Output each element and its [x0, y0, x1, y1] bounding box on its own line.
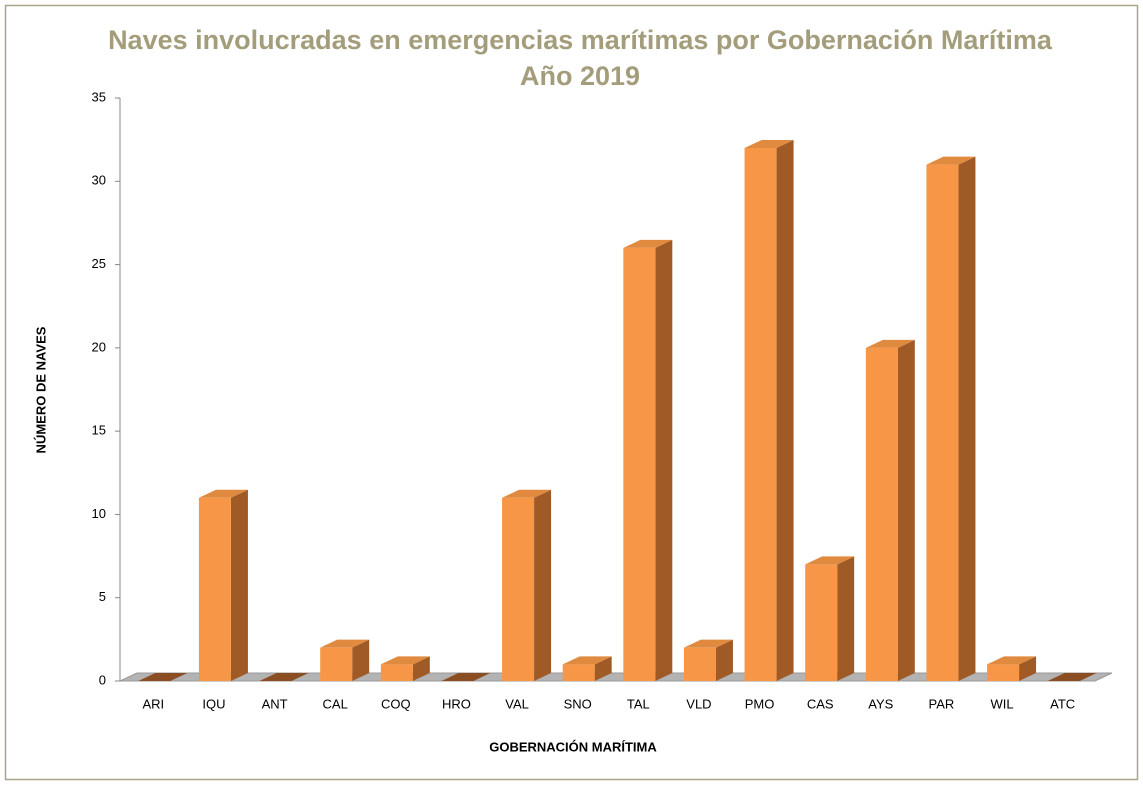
bar-top — [926, 156, 976, 165]
bar — [987, 656, 1037, 681]
bar — [865, 339, 915, 681]
bar — [562, 656, 612, 681]
y-tick-label: 10 — [92, 506, 106, 521]
bar-side — [837, 556, 855, 681]
bar-side — [776, 139, 794, 681]
bar — [502, 489, 552, 681]
bar — [805, 556, 855, 681]
x-tick-label: AYS — [868, 696, 893, 711]
bar-front — [683, 647, 716, 681]
x-tick-label: CAS — [807, 696, 834, 711]
bar-side — [352, 639, 370, 681]
x-tick-label: IQU — [202, 696, 225, 711]
bar-front — [502, 497, 535, 681]
y-tick-label: 30 — [92, 173, 106, 188]
bar — [926, 156, 976, 682]
bar-top — [502, 489, 552, 498]
bar — [1047, 673, 1097, 681]
x-tick-label: CAL — [323, 696, 348, 711]
bar-top — [562, 656, 612, 665]
bar — [441, 673, 491, 681]
y-tick-label: 35 — [92, 89, 106, 104]
bar-side — [230, 489, 248, 681]
x-tick-label: SNO — [564, 696, 592, 711]
bar — [744, 139, 794, 681]
x-tick-label: COQ — [381, 696, 411, 711]
bar — [138, 673, 188, 681]
bar-front — [198, 497, 231, 681]
bar-top — [138, 673, 188, 681]
x-axis-label: GOBERNACIÓN MARÍTIMA — [489, 739, 657, 754]
bar-top — [987, 656, 1037, 665]
x-tick-label: WIL — [991, 696, 1014, 711]
x-tick-label: TAL — [627, 696, 650, 711]
x-tick-label: VAL — [505, 696, 529, 711]
x-tick-label: ATC — [1050, 696, 1075, 711]
y-tick-label: 0 — [99, 672, 106, 687]
bar-front — [744, 147, 777, 681]
chart-subtitle: Año 2019 — [520, 61, 640, 91]
bar — [320, 639, 370, 681]
bar-front — [865, 347, 898, 681]
bar — [198, 489, 248, 681]
bar-top — [320, 639, 370, 648]
y-tick-label: 15 — [92, 423, 106, 438]
bar — [623, 239, 673, 681]
bar-front — [380, 664, 413, 681]
bar-side — [534, 489, 552, 681]
bar — [380, 656, 430, 681]
bar-front — [562, 664, 595, 681]
bar — [683, 639, 733, 681]
x-tick-label: PAR — [929, 696, 955, 711]
x-tick-label: PMO — [745, 696, 775, 711]
bar-side — [897, 339, 915, 681]
bar-side — [412, 656, 430, 681]
bar-top — [623, 239, 673, 248]
bar-top — [683, 639, 733, 648]
x-tick-label: VLD — [686, 696, 711, 711]
y-axis-label: NÚMERO DE NAVES — [33, 326, 48, 453]
bar-top — [380, 656, 430, 665]
bar-top — [198, 489, 248, 498]
bar — [259, 673, 309, 681]
bar-top — [441, 673, 491, 681]
x-tick-label: ANT — [262, 696, 288, 711]
chart-title: Naves involucradas en emergencias maríti… — [108, 25, 1053, 55]
bar-side — [655, 239, 673, 681]
bar-top — [259, 673, 309, 681]
bar-top — [805, 556, 855, 565]
bar-side — [715, 639, 733, 681]
bar-front — [623, 247, 656, 681]
y-tick-label: 25 — [92, 256, 106, 271]
y-tick-label: 5 — [99, 589, 106, 604]
bar-front — [320, 647, 353, 681]
x-tick-label: HRO — [442, 696, 471, 711]
bar-side — [958, 156, 976, 682]
bar-top — [744, 139, 794, 148]
bar-top — [1047, 673, 1097, 681]
y-tick-label: 20 — [92, 339, 106, 354]
bar-top — [865, 339, 915, 348]
bar-front — [987, 664, 1020, 681]
bar-front — [926, 164, 959, 682]
bar-front — [805, 564, 838, 681]
bar-side — [594, 656, 612, 681]
x-tick-label: ARI — [142, 696, 164, 711]
bar-side — [1019, 656, 1037, 681]
